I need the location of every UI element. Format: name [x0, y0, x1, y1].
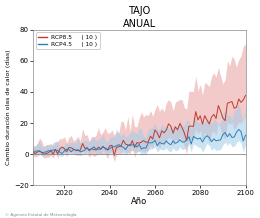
Text: © Agencia Estatal de Meteorología: © Agencia Estatal de Meteorología	[5, 213, 77, 217]
Legend: RCP8.5     ( 10 ), RCP4.5     ( 10 ): RCP8.5 ( 10 ), RCP4.5 ( 10 )	[36, 32, 100, 49]
X-axis label: Año: Año	[131, 197, 147, 206]
Title: TAJO
ANUAL: TAJO ANUAL	[122, 5, 156, 29]
Y-axis label: Cambio duración olas de calor (días): Cambio duración olas de calor (días)	[5, 50, 11, 165]
